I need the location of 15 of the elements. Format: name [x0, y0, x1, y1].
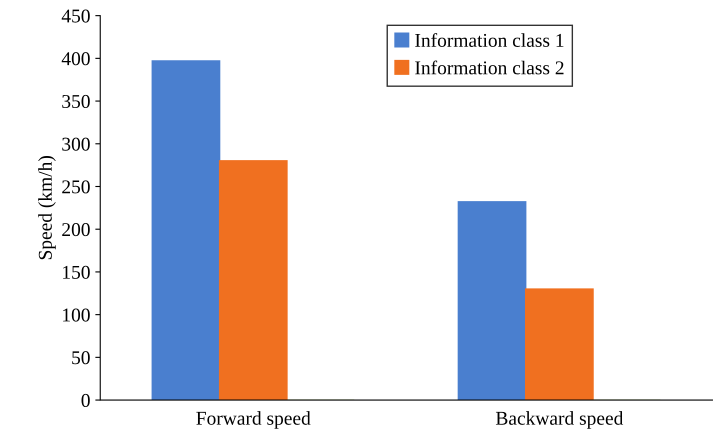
legend-label: Information class 2 — [415, 60, 564, 74]
legend-label: Information class 1 — [415, 33, 564, 47]
y-tick-label: 250 — [62, 180, 90, 194]
x-tick-label: Backward speed — [496, 411, 624, 429]
y-axis-title: Speed (km/h) — [38, 156, 56, 260]
y-tick-label: 50 — [72, 351, 90, 364]
y-tick-label: 450 — [62, 9, 90, 23]
y-tick-label: 350 — [62, 94, 90, 108]
y-tick-label: 0 — [82, 394, 90, 408]
y-tick-label: 150 — [63, 266, 90, 279]
y-tick-label: 200 — [62, 223, 90, 236]
y-tick-label: 100 — [63, 308, 90, 322]
x-tick-label: Forward speed — [196, 411, 311, 429]
y-tick-label: 300 — [62, 138, 90, 151]
y-tick-label: 400 — [62, 52, 90, 66]
